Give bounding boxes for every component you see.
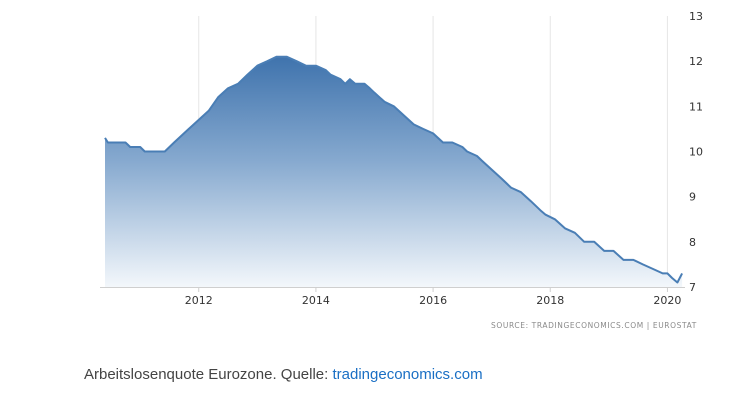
axes: 2012 2014 2016 2018 2020 7 8 9 10 11 12 13 [100, 10, 703, 307]
series-area [105, 56, 683, 288]
series-line [104, 55, 683, 284]
y-tick-label: 9 [689, 191, 696, 204]
x-tick-label: 2012 [185, 294, 213, 307]
y-tick-label: 10 [689, 146, 703, 159]
caption-text: Arbeitslosenquote Eurozone. Quelle: [84, 366, 333, 383]
y-tick-label: 13 [689, 10, 703, 23]
source-link[interactable]: tradingeconomics.com [332, 366, 483, 383]
y-tick-label: 7 [689, 281, 696, 294]
x-tick-label: 2014 [302, 294, 330, 307]
x-tick-label: 2016 [419, 294, 447, 307]
source-note: SOURCE: TRADINGECONOMICS.COM | EUROSTAT [491, 321, 697, 330]
y-tick-label: 11 [689, 100, 703, 113]
x-tick-label: 2020 [653, 294, 681, 307]
x-tick-label: 2018 [536, 294, 564, 307]
area-layer [104, 55, 683, 288]
y-tick-label: 8 [689, 236, 696, 249]
unemployment-area-chart: 2012 2014 2016 2018 2020 7 8 9 10 11 12 13 [100, 10, 703, 307]
y-tick-label: 12 [689, 55, 703, 68]
chart-caption: Arbeitslosenquote Eurozone. Quelle: trad… [84, 366, 483, 383]
